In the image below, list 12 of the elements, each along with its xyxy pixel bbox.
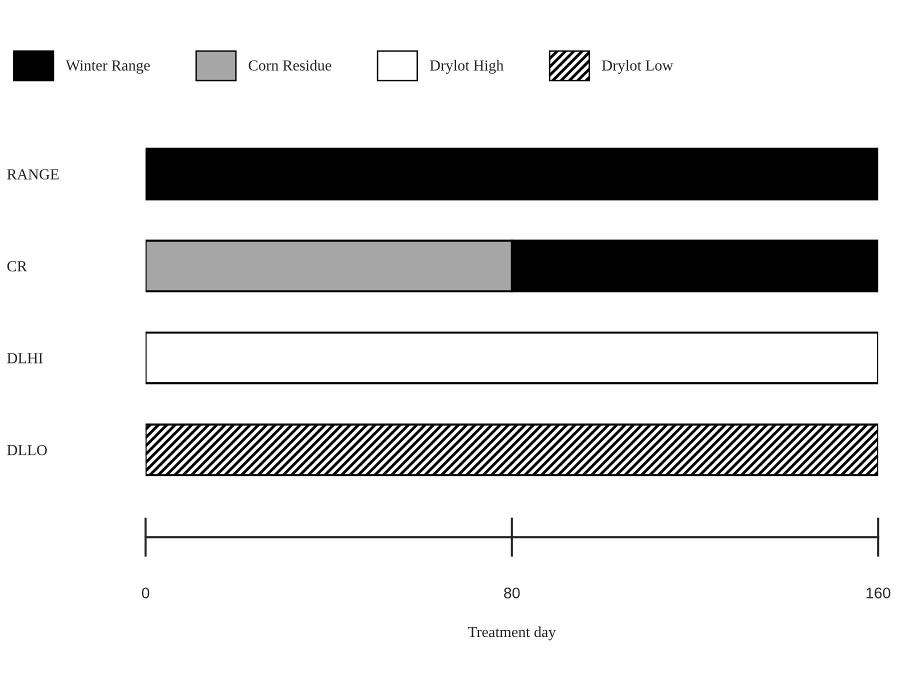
legend-label: Corn Residue	[248, 60, 332, 71]
x-axis-title: Treatment day	[468, 626, 556, 640]
legend-label: Drylot Low	[602, 60, 674, 74]
x-tick-label: 80	[504, 588, 520, 598]
x-tick-label: 160	[866, 588, 890, 598]
legend-label: Drylot High	[430, 60, 504, 74]
legend-label: Winter Range	[66, 60, 150, 74]
y-tick-label: RANGE	[7, 169, 59, 180]
y-tick-label: DLLO	[7, 445, 47, 456]
y-tick-label: CR	[7, 261, 28, 272]
x-tick-label: 0	[142, 588, 150, 598]
y-tick-label: DLHI	[7, 353, 43, 364]
